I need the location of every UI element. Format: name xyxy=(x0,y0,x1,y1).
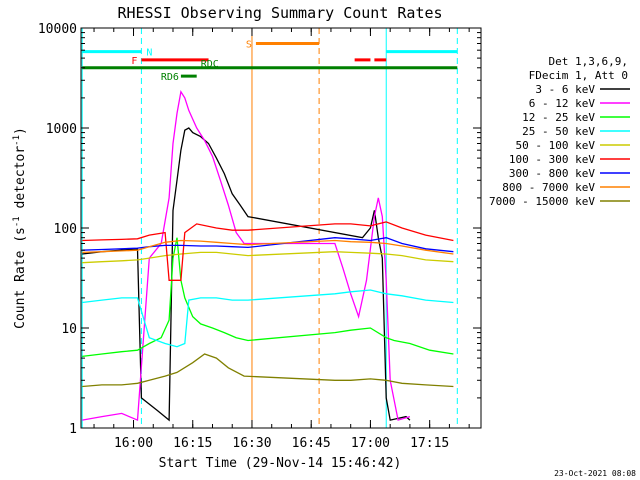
x-tick-label-2: 16:30 xyxy=(232,436,271,451)
series-line-0 xyxy=(82,127,411,422)
x-tick-label-1: 16:15 xyxy=(173,436,212,451)
legend-header-1: FDecim 1, Att 0 xyxy=(529,69,628,82)
series-line-7 xyxy=(82,239,454,255)
legend-label-8: 7000 - 15000 keV xyxy=(489,195,595,208)
series-line-3 xyxy=(82,289,454,348)
series-line-6 xyxy=(82,237,454,253)
flag-label-rd6: RD6 xyxy=(161,72,179,83)
flag-label-rdc: RDC xyxy=(201,59,219,70)
series-line-8 xyxy=(82,353,454,388)
plot-area: N S F RDC RD6 1 10 100 1000 10000 16:00 16:15 16:30 1… xyxy=(38,22,482,451)
chart-title: RHESSI Observing Summary Count Rates xyxy=(117,4,442,22)
x-axis-label: Start Time (29-Nov-14 15:46:42) xyxy=(159,456,402,471)
x-tick-label-4: 17:00 xyxy=(351,436,390,451)
series-line-4 xyxy=(82,251,454,264)
y-tick-label-1: 10 xyxy=(61,322,77,337)
x-tick-label-5: 17:15 xyxy=(410,436,449,451)
y-tick-label-0: 1 xyxy=(69,422,77,437)
y-axis-label: Count Rate (s-1 detector-1) xyxy=(12,127,28,329)
legend-label-4: 50 - 100 keV xyxy=(516,139,596,152)
y-tick-label-3: 1000 xyxy=(46,122,77,137)
y-tick-label-2: 100 xyxy=(54,222,77,237)
y-tick-label-4: 10000 xyxy=(38,22,77,37)
legend-label-6: 300 - 800 keV xyxy=(509,167,595,180)
flag-label-n: N xyxy=(146,48,152,59)
legend-header-0: Det 1,3,6,9, xyxy=(549,55,628,68)
flag-label-s: S xyxy=(246,39,252,50)
legend-label-1: 6 - 12 keV xyxy=(529,97,596,110)
x-tick-label-0: 16:00 xyxy=(114,436,153,451)
legend-label-2: 12 - 25 keV xyxy=(522,111,595,124)
x-tick-label-3: 16:45 xyxy=(292,436,331,451)
legend-label-7: 800 - 7000 keV xyxy=(502,181,595,194)
series-line-5 xyxy=(82,221,454,281)
legend-label-5: 100 - 300 keV xyxy=(509,153,595,166)
legend-label-3: 25 - 50 keV xyxy=(522,125,595,138)
series-line-2 xyxy=(82,237,454,358)
legend-label-0: 3 - 6 keV xyxy=(535,83,595,96)
flag-label-f: F xyxy=(131,56,137,67)
footer-date: 23-Oct-2021 08:08 xyxy=(554,469,636,478)
